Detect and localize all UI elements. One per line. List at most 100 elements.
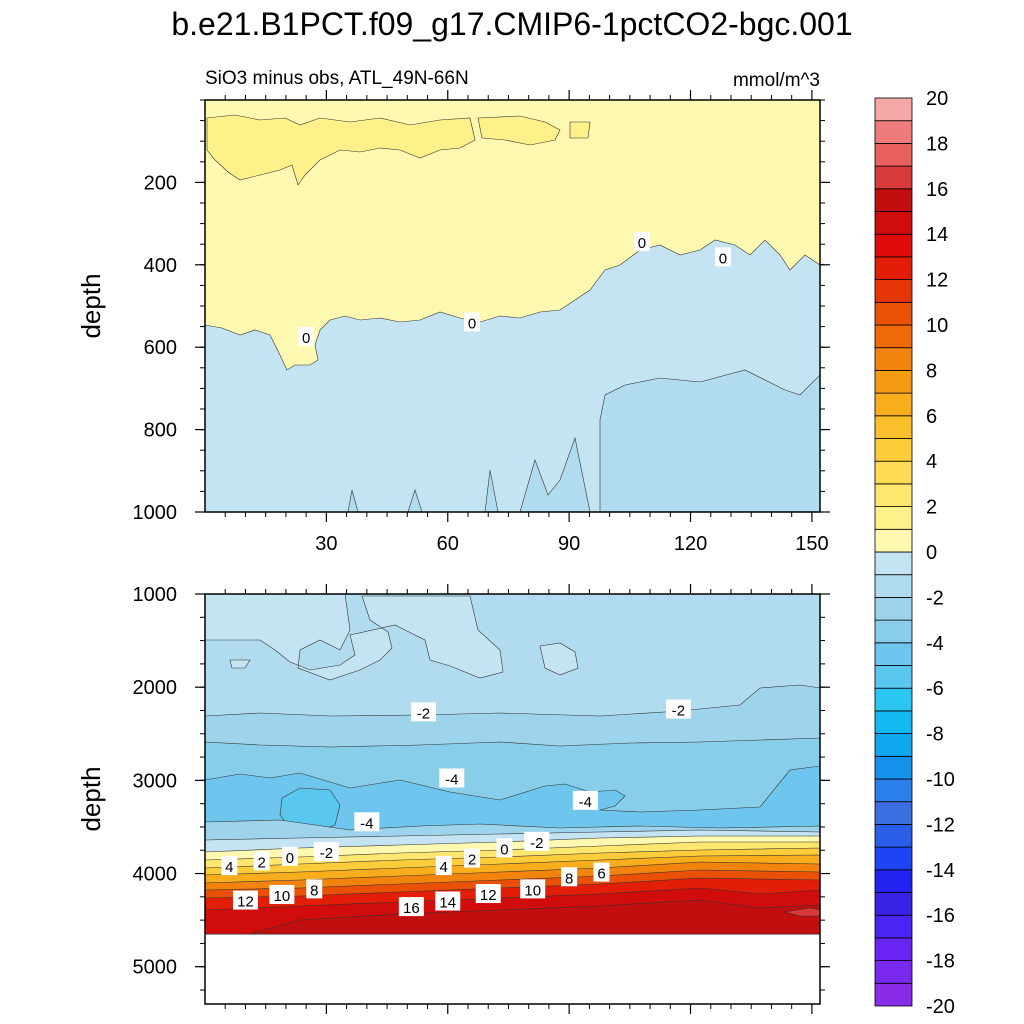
colorbar-swatch-36 (874, 165, 913, 190)
colorbar-swatch-37 (874, 142, 913, 167)
colorbar-swatch-16 (874, 619, 913, 644)
colorbar-label-16: 12 (926, 270, 948, 292)
colorbar-swatch-17 (874, 597, 913, 621)
lower-contour-label-bg-8 (496, 838, 513, 858)
colorbar-swatch-25 (874, 415, 913, 439)
lower-contour-label-17: 10 (524, 882, 541, 899)
colorbar-swatch-39 (874, 97, 913, 122)
colorbar-swatch-14 (874, 665, 913, 689)
upper-contour-label-3: 0 (719, 250, 727, 267)
colorbar-swatch-13 (874, 687, 913, 712)
lower-ytick-label-1: 2000 (133, 677, 178, 699)
colorbar-label-13: 6 (926, 406, 937, 428)
upper-contour-label-bg-3 (714, 247, 731, 267)
upper-xtick-label-4: 150 (795, 533, 828, 555)
colorbar-label-9: -2 (926, 587, 944, 609)
upper-xtick-label-0: 30 (315, 533, 337, 555)
colorbar-swatch-35 (874, 188, 913, 212)
colorbar-label-11: 2 (926, 497, 937, 519)
colorbar-swatch-28 (874, 347, 913, 371)
lower-contour-label-bg-7 (281, 846, 298, 866)
lower-contour-label-bg-5 (313, 842, 339, 862)
colorbar-swatch-12 (874, 710, 913, 735)
colorbar: -20-18-16-14-12-10-8-6-4-202468101214161… (874, 88, 955, 1018)
upper-xtick-label-2: 90 (558, 533, 580, 555)
upper-panel: SiO3 minus obs, ATL_49N-66N mmol/m^3 dep… (76, 68, 830, 555)
colorbar-swatch-27 (874, 369, 913, 394)
lower-ytick-label-2: 3000 (133, 770, 178, 792)
upper-fill-deep-left (347, 436, 591, 512)
upper-contour-label-0: 0 (302, 330, 310, 347)
lower-fill-m5 (279, 787, 341, 833)
lower-contour-label-bg-13 (593, 862, 610, 882)
colorbar-swatch-3 (874, 914, 913, 939)
lower-contour-label-bg-3 (572, 790, 598, 810)
lower-contour-label-bg-19 (475, 884, 501, 904)
lower-contour-label-bg-4 (354, 812, 380, 832)
lower-contour-label-bg-6 (524, 831, 550, 851)
lower-contour-label-19: 12 (480, 887, 497, 904)
lower-fill-18 (784, 907, 820, 917)
colorbar-swatch-4 (874, 892, 913, 916)
lower-contour-label-bg-1 (665, 699, 691, 719)
colorbar-label-12: 4 (926, 451, 937, 473)
colorbar-label-2: -16 (926, 905, 955, 927)
colorbar-swatch-6 (874, 846, 913, 871)
lower-contour-label-bg-18 (232, 890, 258, 910)
colorbar-swatch-18 (874, 574, 913, 598)
colorbar-label-4: -12 (926, 814, 955, 836)
upper-fill-pos2 (206, 114, 591, 186)
colorbar-swatch-30 (874, 301, 913, 326)
upper-ylabel: depth (76, 273, 106, 338)
upper-axis: 30 60 90 120 150 200 400 600 800 1000 (133, 90, 830, 555)
upper-subtitle-left: SiO3 minus obs, ATL_49N-66N (205, 68, 469, 89)
lower-contour-label-bg-14 (306, 879, 323, 899)
lower-contour-label-1: -2 (672, 703, 685, 720)
lower-fill-layer (205, 594, 820, 935)
lower-contour-label-bg-11 (221, 856, 238, 876)
lower-fill-16 (249, 899, 820, 935)
colorbar-label-8: -4 (926, 633, 944, 655)
colorbar-swatch-38 (874, 120, 913, 144)
lower-contour-label-2: -4 (445, 772, 458, 789)
lower-contour-label-7: 0 (286, 850, 294, 867)
colorbar-swatch-24 (874, 438, 913, 462)
colorbar-swatch-8 (874, 801, 913, 825)
upper-xtick-label-1: 60 (437, 533, 459, 555)
colorbar-label-20: 20 (926, 88, 948, 110)
lower-contour-label-21: 16 (403, 900, 420, 917)
lower-contour-labels: -2 -2 -4 -4 -4 -2 -2 0 0 2 2 4 4 6 8 8 10 10 12 12 14 16 (221, 699, 691, 917)
lower-contour-label-6: -2 (530, 835, 543, 852)
colorbar-swatch-9 (874, 778, 913, 803)
colorbar-swatch-19 (874, 551, 913, 576)
lower-contour-label-0: -2 (417, 705, 430, 722)
colorbar-swatch-21 (874, 506, 913, 530)
lower-contour-label-bg-10 (464, 848, 481, 868)
chart-title: b.e21.B1PCT.f09_g17.CMIP6-1pctCO2-bgc.00… (171, 6, 853, 42)
upper-ytick-label-2: 600 (144, 337, 177, 359)
colorbar-swatch-5 (874, 869, 913, 893)
lower-frame (204, 593, 821, 1005)
colorbar-swatch-34 (874, 211, 913, 235)
colorbar-label-19: 18 (926, 133, 948, 155)
colorbar-label-14: 8 (926, 360, 937, 382)
colorbar-label-5: -10 (926, 769, 955, 791)
colorbar-label-0: -20 (926, 996, 955, 1018)
colorbar-label-15: 10 (926, 315, 948, 337)
lower-contour-label-3: -4 (579, 794, 592, 811)
colorbar-label-18: 16 (926, 179, 948, 201)
upper-contour-label-bg-2 (633, 232, 650, 252)
upper-contour-label-2: 0 (638, 235, 646, 252)
colorbar-swatch-10 (874, 755, 913, 780)
lower-contour-label-bg-9 (253, 851, 270, 871)
colorbar-swatch-11 (874, 733, 913, 757)
upper-fill-positive (205, 100, 820, 371)
upper-ytick-label-1: 400 (144, 255, 177, 277)
colorbar-label-7: -6 (926, 678, 944, 700)
upper-xtick-label-3: 120 (674, 533, 707, 555)
colorbar-label-1: -18 (926, 951, 955, 973)
colorbar-swatch-7 (874, 824, 913, 848)
colorbar-swatch-32 (874, 256, 913, 280)
colorbar-label-17: 14 (926, 224, 948, 246)
